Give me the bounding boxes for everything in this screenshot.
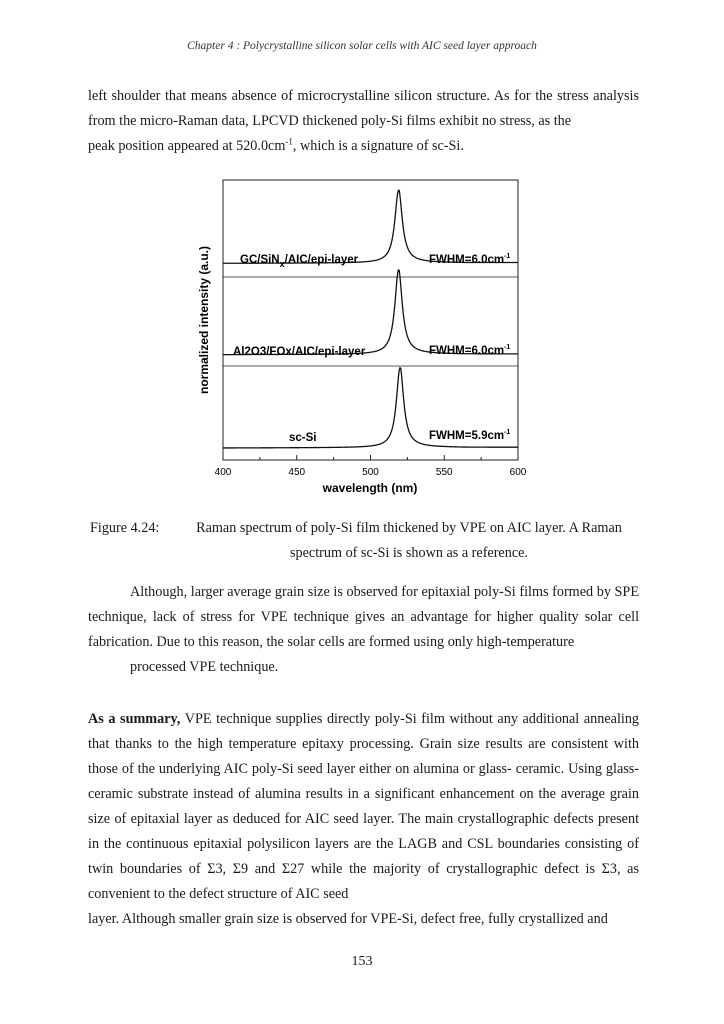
paragraph-line: main crystallographic defects present in…: [88, 811, 640, 852]
fwhm-label-1: FWHM=6.0cm-1: [429, 253, 510, 266]
series-line: [223, 268, 518, 356]
paragraph-line: processed VPE technique.: [130, 659, 279, 675]
x-tick-label: 600: [510, 467, 527, 478]
summary-lead: As a summary,: [88, 711, 181, 727]
paragraph-line: Although, larger average grain size is o…: [130, 584, 611, 600]
paragraph-technique-comparison: Although, larger average grain size is o…: [88, 580, 639, 680]
paragraph-stress-analysis: left shoulder that means absence of micr…: [88, 84, 639, 159]
paragraph-line: VPE technique supplies directly poly-Si …: [180, 711, 580, 727]
x-axis-label: wavelength (nm): [322, 481, 418, 495]
series-line: [222, 189, 518, 264]
page-number: 153: [351, 954, 373, 969]
x-tick-label: 550: [436, 467, 453, 478]
series-label-sc-si: sc-Si: [289, 432, 317, 444]
paragraph-line: layer. Although smaller grain size is ob…: [88, 911, 608, 927]
x-tick-label: 500: [362, 467, 379, 478]
paragraph-line: SPE technique, lack of stress for VPE te…: [88, 584, 639, 625]
paragraph-line: enhancement on the average grain size of…: [88, 786, 640, 827]
series-line: [223, 366, 518, 449]
running-header: Chapter 4 : Polycrystalline silicon sola…: [187, 40, 537, 52]
paragraph-line: peak position appeared at 520.0cm: [88, 138, 286, 154]
series-label-gc-sinx: GC/SiNx/AIC/epi-layer: [240, 254, 359, 269]
paragraph-line: cell fabrication. Due to this reason, th…: [88, 609, 640, 650]
tick-layer: 400 450 500 550 600: [215, 455, 527, 478]
paragraph-line: ceramic. Using glass-ceramic substrate i…: [88, 761, 640, 802]
superscript: -1: [285, 136, 293, 147]
paragraph-summary: As a summary, VPE technique supplies dir…: [88, 707, 639, 932]
series-label-al2o3: Al2O3/FOx/AIC/epi-layer: [233, 346, 366, 358]
x-tick-label: 400: [215, 467, 232, 478]
paragraph-line: annealing that thanks to the high temper…: [88, 711, 640, 752]
paragraph-line: consistent with those of the underlying …: [88, 736, 640, 777]
paragraph-line: left shoulder that means absence of micr…: [88, 88, 589, 104]
y-axis-label: normalized intensity (a.u.): [197, 246, 211, 394]
raman-spectrum-chart: 400 450 500 550 600 GC/SiNx/AIC/epi-layer FW…: [197, 179, 527, 495]
fwhm-label-3: FWHM=5.9cm-1: [429, 429, 510, 442]
paragraph-line: , which is a signature of sc-Si.: [292, 138, 464, 154]
caption-label: Figure 4.24:: [90, 520, 160, 536]
caption-line: Raman spectrum of poly-Si film thickened…: [196, 520, 622, 536]
plot-frame: [222, 179, 519, 461]
x-tick-label: 450: [288, 467, 305, 478]
paragraph-line: analysis from the micro-Raman data, LPCV…: [88, 88, 639, 129]
paragraph-line: majority of crystallographic defect is Σ…: [88, 861, 639, 902]
paragraph-line: LAGB and CSL boundaries consisting of tw…: [88, 836, 639, 877]
series-layer: [222, 189, 518, 449]
caption-line: spectrum of sc-Si is shown as a referenc…: [290, 545, 528, 561]
caption-text: Raman spectrum of poly-Si film thickened…: [184, 516, 634, 566]
fwhm-label-2: FWHM=6.0cm-1: [429, 344, 510, 357]
